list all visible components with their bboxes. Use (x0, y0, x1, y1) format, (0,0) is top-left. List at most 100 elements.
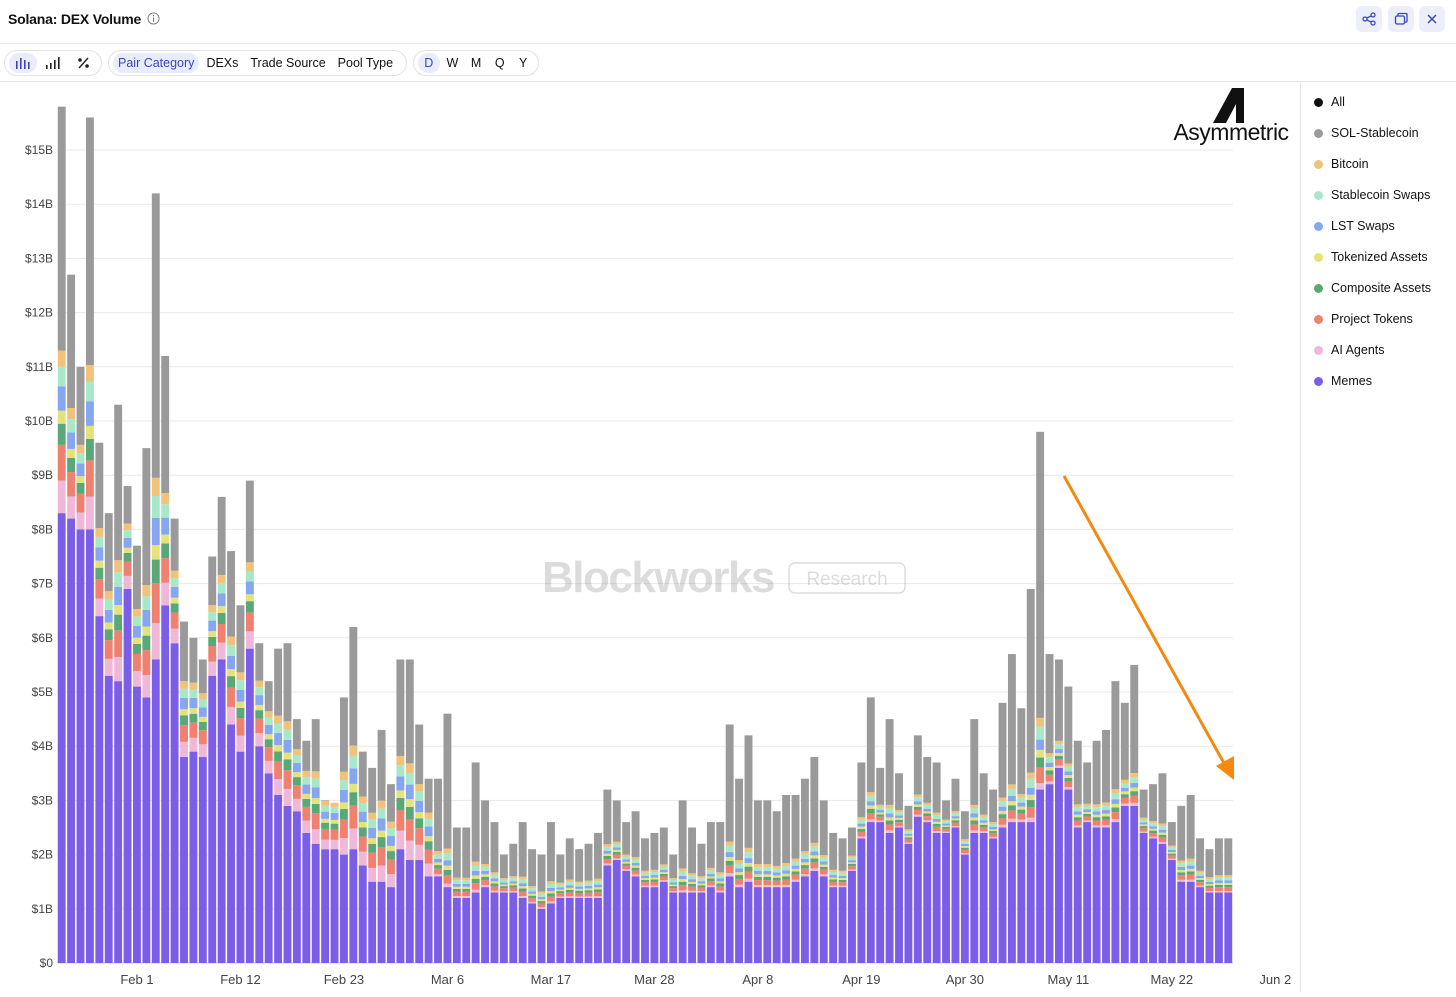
bar-segment-lst-swaps (349, 768, 358, 784)
legend-item-bitcoin[interactable]: Bitcoin (1314, 155, 1369, 173)
share-button[interactable] (1356, 6, 1382, 32)
bar-segment-sol-stablecoin (518, 822, 527, 877)
bar-segment-memes (960, 854, 969, 963)
bar-segment-lst-swaps (1158, 829, 1167, 833)
bar-segment-tokenized-assets (772, 875, 781, 878)
bar-segment-project-tokens (1120, 797, 1129, 804)
bar-segment-sol-stablecoin (913, 735, 922, 795)
bar-segment-tokenized-assets (1073, 814, 1082, 818)
bar-segment-lst-swaps (913, 801, 922, 805)
legend-item-all[interactable]: All (1314, 93, 1345, 111)
tab-interval-w[interactable]: W (446, 56, 459, 70)
bar-segment-project-tokens (1092, 820, 1101, 826)
bar-segment-project-tokens (659, 876, 668, 881)
legend-item-stablecoin-swaps[interactable]: Stablecoin Swaps (1314, 186, 1430, 204)
bar-segment-tokenized-assets (1224, 882, 1233, 885)
percent-button[interactable] (69, 53, 97, 73)
tab-interval-d[interactable]: D (418, 53, 440, 73)
bar-segment-memes (161, 605, 170, 963)
duplicate-button[interactable] (1388, 6, 1414, 32)
bar-segment-memes (895, 827, 903, 963)
bar-segment-memes (76, 529, 85, 963)
bar-segment-stablecoin-swaps (725, 845, 734, 853)
tab-interval-y[interactable]: Y (519, 56, 528, 70)
legend-item-tokenized-assets[interactable]: Tokenized Assets (1314, 248, 1428, 266)
bar-segment-sol-stablecoin (67, 274, 76, 408)
y-tick-label: $10B (25, 414, 53, 428)
bar-segment-ai-agents (960, 853, 969, 855)
bar-segment-ai-agents (631, 874, 640, 877)
legend-dot (1314, 97, 1323, 107)
legend-item-composite-assets[interactable]: Composite Assets (1314, 279, 1431, 297)
legend-item-ai-agents[interactable]: AI Agents (1314, 341, 1385, 359)
bar-segment-stablecoin-swaps (67, 419, 76, 433)
bar-segment-project-tokens (744, 871, 753, 879)
bar-segment-bitcoin (537, 891, 546, 894)
bar-segment-tokenized-assets (678, 879, 687, 882)
bar-segment-memes (584, 897, 593, 963)
bar-segment-stablecoin-swaps (1186, 861, 1195, 866)
bar-segment-project-tokens (1205, 887, 1214, 892)
bar-segment-tokenized-assets (339, 802, 348, 810)
legend-item-lst-swaps[interactable]: LST Swaps (1314, 217, 1395, 235)
bar-segment-sol-stablecoin (481, 800, 490, 864)
bar-segment-lst-swaps (537, 896, 546, 900)
bar-segment-tokenized-assets (217, 606, 226, 613)
bar-segment-tokenized-assets (415, 812, 424, 819)
bar-segment-stablecoin-swaps (123, 530, 132, 538)
tab-interval-q[interactable]: Q (494, 56, 505, 70)
bar-segment-ai-agents (895, 825, 903, 828)
legend-label: Bitcoin (1331, 157, 1369, 171)
bar-segment-memes (923, 822, 932, 963)
bar-segment-composite-assets (434, 865, 442, 869)
bar-segment-bitcoin (528, 886, 537, 889)
bar-segment-project-tokens (255, 718, 264, 734)
close-button[interactable] (1419, 6, 1445, 32)
bar-segment-tokenized-assets (791, 868, 800, 872)
bar-segment-sol-stablecoin (198, 659, 207, 694)
bar-segment-sol-stablecoin (791, 794, 800, 859)
stacked-bar-button[interactable] (39, 53, 67, 73)
bar-segment-ai-agents (471, 889, 480, 893)
bar-chart-button[interactable] (9, 53, 37, 73)
tab-interval-m[interactable]: M (470, 56, 482, 70)
bar-segment-sol-stablecoin (490, 822, 499, 873)
bar-segment-sol-stablecoin (1111, 681, 1120, 790)
legend-item-sol-stablecoin[interactable]: SOL-Stablecoin (1314, 124, 1419, 142)
bar-segment-ai-agents (292, 798, 301, 812)
y-tick-label: $11B (26, 360, 53, 374)
bar-segment-tokenized-assets (161, 534, 170, 544)
bar-segment-bitcoin (584, 880, 593, 883)
bar-segment-lst-swaps (133, 626, 141, 638)
tab-trade-source[interactable]: Trade Source (250, 56, 326, 70)
bar-segment-composite-assets (452, 888, 461, 892)
legend-dot (1314, 128, 1323, 138)
bar-segment-ai-agents (753, 885, 762, 888)
info-icon[interactable] (147, 12, 160, 25)
tab-pool-type[interactable]: Pool Type (337, 56, 394, 70)
bar-segment-bitcoin (1055, 740, 1063, 745)
legend-item-project-tokens[interactable]: Project Tokens (1314, 310, 1413, 328)
bar-segment-bitcoin (415, 784, 424, 792)
tab-dexs[interactable]: DEXs (206, 56, 239, 70)
bar-segment-ai-agents (998, 824, 1007, 828)
bar-segment-composite-assets (236, 707, 245, 719)
tab-pair-category[interactable]: Pair Category (113, 53, 200, 73)
bar-segment-memes (594, 897, 602, 963)
bar-segment-composite-assets (1214, 884, 1223, 888)
legend-item-memes[interactable]: Memes (1314, 372, 1372, 390)
bar-segment-tokenized-assets (1064, 775, 1073, 778)
bar-segment-stablecoin-swaps (321, 805, 330, 812)
bar-segment-memes (123, 589, 132, 963)
bar-segment-project-tokens (434, 868, 442, 875)
bar-segment-project-tokens (358, 836, 367, 852)
bar-segment-memes (782, 887, 791, 963)
bar-segment-sol-stablecoin (575, 849, 584, 882)
bar-segment-tokenized-assets (537, 899, 546, 902)
bar-segment-tokenized-assets (819, 864, 828, 867)
y-tick-label: $15B (25, 143, 53, 157)
bar-segment-project-tokens (170, 612, 179, 629)
bar-segment-composite-assets (1007, 805, 1016, 811)
bar-segment-stablecoin-swaps (1130, 777, 1139, 783)
bar-segment-lst-swaps (377, 818, 386, 831)
